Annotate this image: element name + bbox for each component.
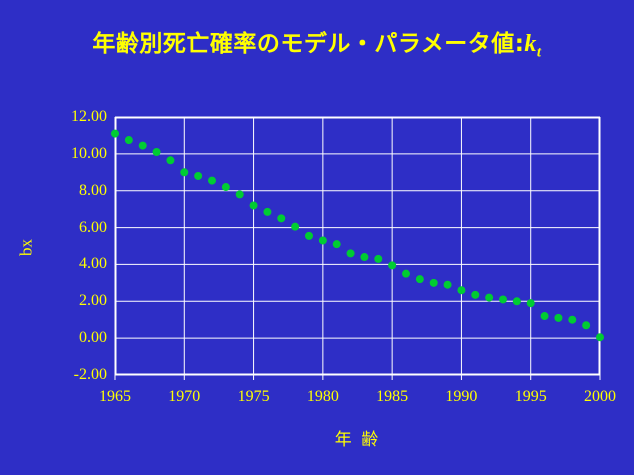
y-tick-label: 8.00 xyxy=(79,181,107,199)
data-point xyxy=(277,214,286,223)
data-point xyxy=(318,236,327,245)
data-point xyxy=(512,297,521,306)
data-point xyxy=(332,240,341,249)
y-axis-label: bx xyxy=(16,239,36,256)
data-point xyxy=(540,312,549,321)
data-point xyxy=(180,168,189,177)
x-tick-label: 1990 xyxy=(445,388,478,405)
y-tick-label: -2.00 xyxy=(73,366,107,383)
data-point xyxy=(568,315,577,324)
x-tick-label: 1965 xyxy=(99,388,131,405)
data-point xyxy=(138,141,147,150)
chart-svg xyxy=(111,116,604,380)
data-point xyxy=(152,148,161,157)
x-tick-label: 1970 xyxy=(168,388,201,405)
data-point xyxy=(415,275,424,284)
data-point xyxy=(208,176,216,185)
plot-area xyxy=(111,116,604,380)
data-point xyxy=(554,313,563,322)
data-point xyxy=(360,253,369,262)
plot-border xyxy=(115,117,600,375)
x-tick-label: 1975 xyxy=(237,388,270,405)
data-point xyxy=(291,222,300,231)
data-point xyxy=(429,278,438,287)
y-tick-label: 2.00 xyxy=(79,292,107,310)
data-point xyxy=(249,201,258,210)
parameter-subscript: t xyxy=(536,44,542,61)
data-point xyxy=(235,190,244,199)
x-axis-label: 年 齢 xyxy=(334,430,381,450)
y-tick-label: 0.00 xyxy=(79,329,107,347)
x-tick-label: 1995 xyxy=(514,388,547,405)
data-point xyxy=(457,286,466,295)
data-point xyxy=(263,207,272,216)
data-point xyxy=(402,269,410,278)
y-tick-label: 6.00 xyxy=(79,218,107,236)
data-point xyxy=(443,280,452,289)
data-point xyxy=(124,136,133,145)
data-point xyxy=(596,333,604,342)
data-point xyxy=(221,183,230,192)
y-tick-label: 12.00 xyxy=(71,108,107,125)
data-point xyxy=(305,231,313,240)
data-point xyxy=(374,254,383,263)
chart-title: 年齢別死亡確率のモデル・パラメータ値:kt xyxy=(0,24,634,62)
data-point xyxy=(166,156,175,165)
x-tick-label: 2000 xyxy=(584,388,616,405)
x-tick-label: 1980 xyxy=(306,388,339,405)
chart-title-text: 年齢別死亡確率のモデル・パラメータ値: xyxy=(92,31,525,57)
data-point xyxy=(111,129,119,138)
data-point xyxy=(346,249,355,258)
data-point xyxy=(582,321,591,330)
data-point xyxy=(499,295,507,304)
data-point xyxy=(388,261,397,270)
y-tick-label: 10.00 xyxy=(71,144,107,162)
data-point xyxy=(526,299,535,308)
data-point xyxy=(194,171,203,180)
y-tick-label: 4.00 xyxy=(79,255,107,273)
data-point xyxy=(485,293,494,302)
x-tick-label: 1985 xyxy=(376,388,409,405)
data-point xyxy=(471,290,480,299)
parameter-symbol: k xyxy=(524,31,537,57)
